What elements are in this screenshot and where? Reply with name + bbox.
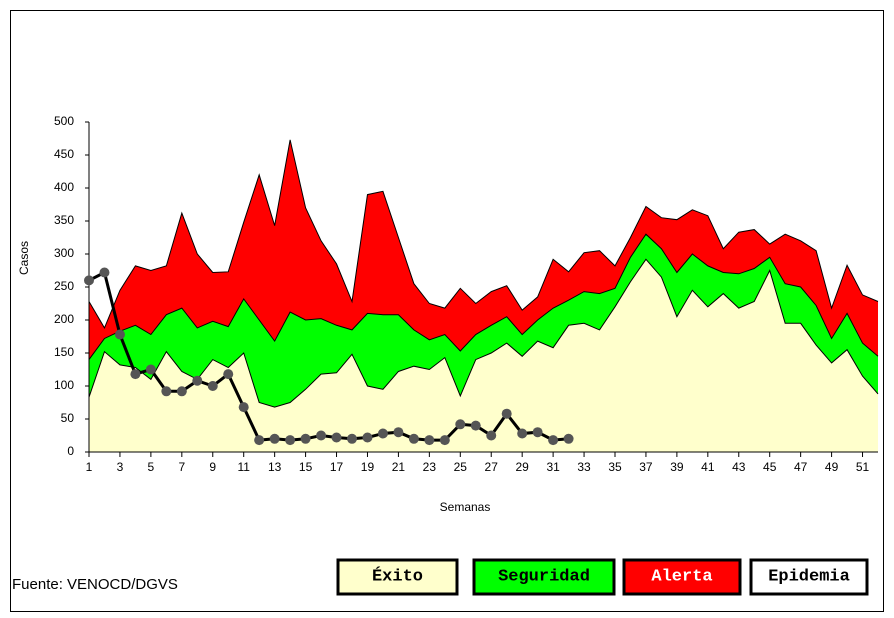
- x-tick-label: 11: [237, 460, 250, 474]
- band-edge: [88, 258, 879, 408]
- x-tick-label: 35: [608, 460, 622, 474]
- cases-marker: [223, 369, 234, 380]
- y-axis-label: Casos: [17, 241, 31, 275]
- x-tick-label: 15: [299, 460, 313, 474]
- y-tick-label: 0: [67, 444, 74, 458]
- x-tick-label: 21: [392, 460, 406, 474]
- cases-marker: [393, 427, 404, 438]
- y-tick-label: 450: [54, 147, 74, 161]
- cases-marker: [254, 435, 265, 446]
- x-tick-label: 41: [701, 460, 715, 474]
- y-tick-label: 250: [54, 279, 74, 293]
- cases-marker: [99, 267, 110, 278]
- x-tick-label: 5: [148, 460, 155, 474]
- x-tick-label: 45: [763, 460, 777, 474]
- cases-marker: [532, 427, 543, 438]
- cases-marker: [192, 375, 203, 386]
- frame: [10, 10, 884, 612]
- cases-marker: [563, 433, 574, 444]
- legend-box: [336, 558, 459, 596]
- cases-marker: [408, 433, 419, 444]
- x-axis-label: Semanas: [440, 500, 491, 514]
- y-tick-label: 300: [54, 246, 74, 260]
- cases-marker: [130, 369, 141, 380]
- x-tick-label: 23: [423, 460, 437, 474]
- legend-label: Alerta: [651, 567, 712, 586]
- band-edge: [88, 233, 879, 360]
- legend-box: [472, 558, 616, 596]
- cases-marker: [176, 386, 187, 397]
- x-tick-label: 39: [670, 460, 684, 474]
- cases-marker: [316, 430, 327, 441]
- cases-marker: [347, 433, 357, 444]
- y-tick-label: 500: [54, 114, 74, 128]
- cases-marker: [501, 408, 512, 419]
- cases-marker: [114, 329, 125, 340]
- x-tick-label: 29: [515, 460, 529, 474]
- x-tick-label: 31: [546, 460, 560, 474]
- x-tick-label: 43: [732, 460, 746, 474]
- legend-label: Epidemia: [768, 567, 850, 586]
- cases-marker: [285, 435, 296, 446]
- area-band: [89, 139, 878, 360]
- y-tick-label: 200: [54, 312, 74, 326]
- x-tick-label: 27: [485, 460, 499, 474]
- x-tick-label: 25: [454, 460, 468, 474]
- cases-marker: [269, 433, 280, 444]
- legend: Éxito Seguridad Alerta Epidemia: [336, 558, 869, 596]
- cases-marker: [455, 419, 466, 430]
- legend-box: [749, 558, 869, 596]
- cases-marker: [424, 435, 435, 446]
- cases-marker: [362, 432, 373, 443]
- y-tick-label: 50: [61, 411, 75, 425]
- x-tick-label: 17: [330, 460, 344, 474]
- x-tick-label: 49: [825, 460, 839, 474]
- cases-marker: [548, 435, 559, 446]
- cases-marker: [145, 364, 156, 375]
- cases-marker: [238, 402, 249, 413]
- x-tick-label: 1: [86, 460, 93, 474]
- x-tick-label: 19: [361, 460, 375, 474]
- cases-marker: [486, 430, 497, 441]
- x-tick-label: 7: [178, 460, 185, 474]
- x-tick-label: 9: [209, 460, 216, 474]
- x-tick-label: 51: [856, 460, 870, 474]
- x-tick-label: 37: [639, 460, 653, 474]
- legend-label: Éxito: [372, 566, 423, 586]
- area-band: [89, 234, 878, 408]
- source: Fuente: VENOCD/DGVS: [12, 576, 178, 593]
- x-tick-label: 33: [577, 460, 591, 474]
- cases-marker: [517, 428, 528, 439]
- cases-marker: [439, 435, 450, 446]
- y-tick-label: 400: [54, 180, 74, 194]
- cases-marker: [331, 432, 342, 443]
- y-tick-label: 350: [54, 213, 74, 227]
- cases-marker: [84, 275, 94, 286]
- y-tick-label: 100: [54, 378, 74, 392]
- x-tick-label: 13: [268, 460, 282, 474]
- cases-marker: [161, 386, 172, 397]
- x-tick-label: 47: [794, 460, 808, 474]
- band-edge: [88, 139, 879, 330]
- cases-marker: [377, 428, 388, 439]
- cases-marker: [207, 381, 218, 391]
- x-tick-label: 3: [117, 460, 124, 474]
- cases-marker: [300, 433, 311, 444]
- legend-label: Seguridad: [498, 567, 590, 586]
- cases-marker: [470, 420, 481, 431]
- legend-box: [622, 558, 742, 596]
- y-tick-label: 150: [54, 345, 74, 359]
